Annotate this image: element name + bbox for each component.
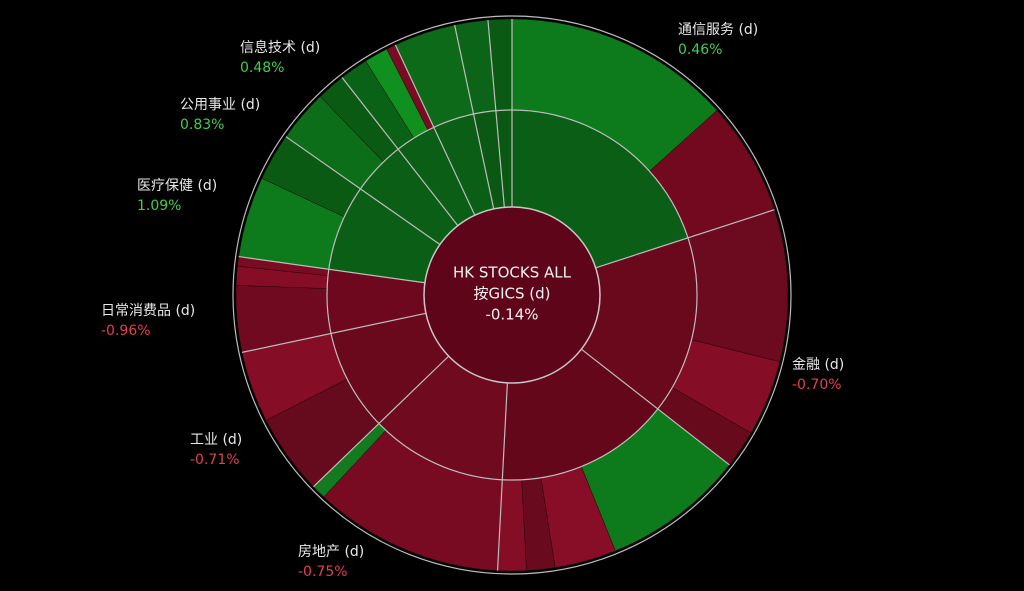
sector-divider [595,209,775,269]
sector-change: -0.75% [298,564,348,580]
center-value: -0.14% [485,306,538,324]
sector-divider [487,19,505,208]
sector-divider [341,77,459,227]
sector-name: 医疗保健 (d) [137,178,217,194]
sector-divider [496,382,508,571]
sector-change: -0.96% [101,323,151,339]
sector-change: 1.09% [137,198,181,214]
sector-name: 金融 (d) [792,357,844,373]
center-disc [423,206,601,384]
center-label: HK STOCKS ALL [453,264,572,282]
sector-change: 0.83% [180,117,224,133]
sector-divider [580,348,730,466]
sector-change: 0.46% [678,42,722,58]
sector-divider [241,312,427,353]
ring-outline [232,15,792,575]
ring-outline [326,109,698,481]
sector-divider [238,255,425,284]
sector-divider [454,24,495,210]
sector-divider [285,136,441,246]
center-label: 按GICS (d) [473,285,550,303]
sector-change: -0.71% [190,452,240,468]
sector-divider [394,44,476,216]
sector-change: -0.70% [792,377,842,393]
sector-divider [313,355,450,488]
sector-name: 公用事业 (d) [180,97,260,113]
sector-name: 信息技术 (d) [240,39,320,56]
sector-name: 日常消费品 (d) [101,303,195,319]
sector-name: 房地产 (d) [298,544,364,560]
sector-change: 0.48% [240,60,284,76]
sector-name: 工业 (d) [190,432,242,448]
sector-name: 通信服务 (d) [678,22,758,38]
